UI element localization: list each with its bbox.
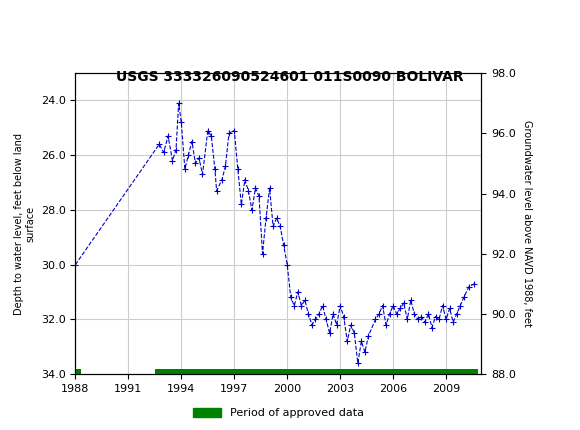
Y-axis label: Depth to water level, feet below land
surface: Depth to water level, feet below land su… [14,132,35,315]
Text: USGS 333326090524601 011S0090 BOLIVAR: USGS 333326090524601 011S0090 BOLIVAR [116,71,464,84]
Bar [75,369,81,378]
Bar [155,369,478,378]
Text: ≡USGS: ≡USGS [12,16,70,35]
Legend: Period of approved data: Period of approved data [188,403,368,423]
Y-axis label: Groundwater level above NAVD 1988, feet: Groundwater level above NAVD 1988, feet [521,120,531,327]
